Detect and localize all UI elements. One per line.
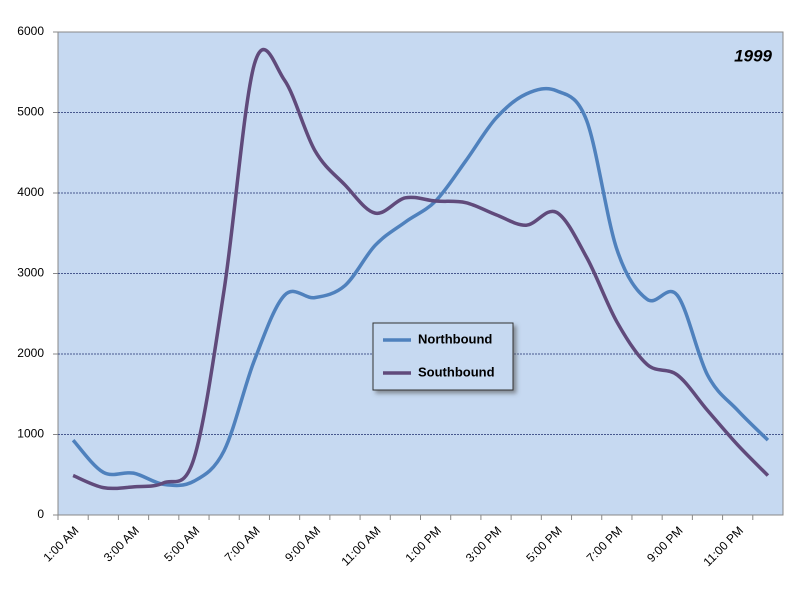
- x-tick-label: 7:00 PM: [584, 523, 626, 565]
- series-line: [71, 86, 770, 488]
- x-tick-label: 11:00 PM: [700, 523, 746, 569]
- legend-label: Northbound: [418, 331, 492, 346]
- x-tick-label: 3:00 AM: [101, 523, 142, 564]
- y-tick-label: 3000: [17, 266, 44, 280]
- x-tick-label: 1:00 PM: [402, 523, 444, 565]
- legend-label: Southbound: [418, 364, 495, 379]
- y-tick-label: 5000: [17, 105, 44, 119]
- annotation: 1999: [734, 46, 772, 65]
- legend-box: [372, 322, 514, 391]
- x-tick-label: 7:00 AM: [222, 523, 263, 564]
- x-tick-label: 1:00 AM: [40, 523, 81, 564]
- series-line: [72, 47, 770, 491]
- y-tick-label: 2000: [17, 346, 44, 360]
- y-tick-label: 6000: [17, 24, 44, 38]
- y-tick-label: 4000: [17, 185, 44, 199]
- legend: Northbound Southbound: [372, 322, 514, 391]
- y-tick-label: 1000: [17, 427, 44, 441]
- x-tick-label: 11:00 AM: [338, 523, 383, 568]
- x-tick-label: 5:00 AM: [161, 523, 202, 564]
- x-tick-label: 9:00 AM: [282, 523, 323, 564]
- x-tick-label: 5:00 PM: [523, 523, 565, 565]
- x-tick-label: 9:00 PM: [644, 523, 686, 565]
- x-tick-label: 3:00 PM: [463, 523, 505, 565]
- y-tick-label: 0: [37, 507, 44, 521]
